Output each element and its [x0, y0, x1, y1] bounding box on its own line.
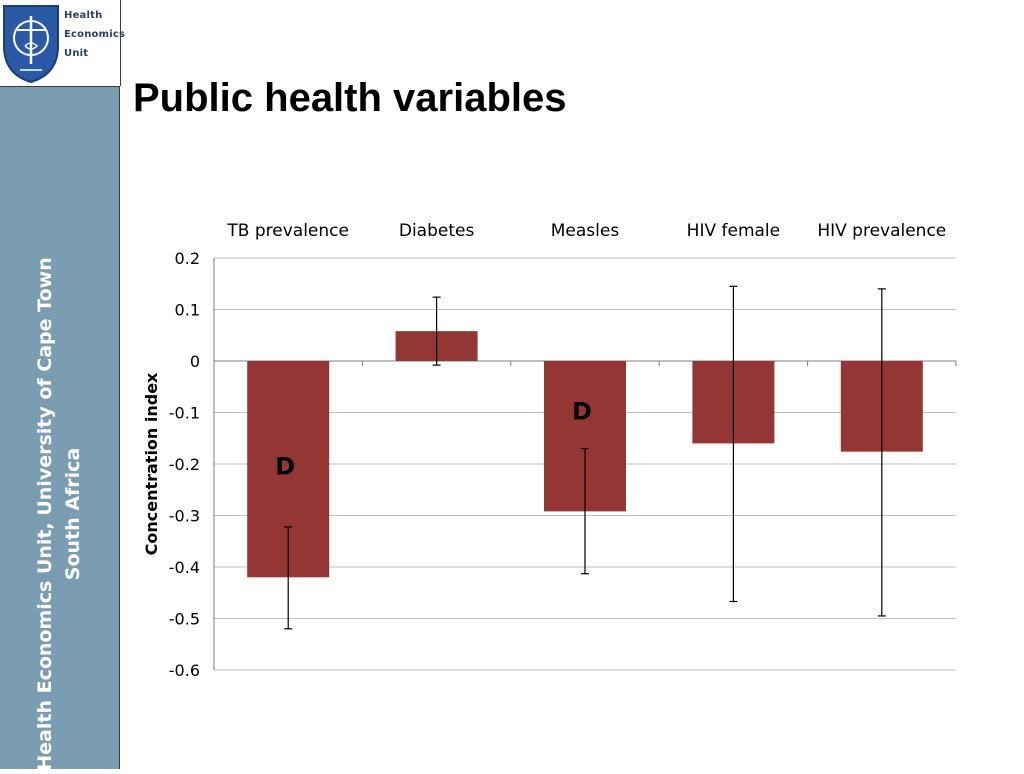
y-tick-label: -0.3	[169, 507, 200, 526]
category-label: HIV prevalence	[817, 221, 946, 241]
significance-label: D	[275, 453, 295, 481]
category-label: Diabetes	[399, 221, 475, 241]
y-tick-label: -0.1	[169, 404, 200, 423]
bar-chart: 0.2 0.1 0 -0.1 -0.2 -0.3 -0.4 -0.5 -0.6 TB preval…	[0, 0, 1024, 768]
y-tick-label: 0.1	[175, 301, 200, 320]
significance-label: D	[572, 397, 592, 425]
y-tick-label: 0	[190, 352, 200, 371]
y-tick-label: 0.2	[175, 249, 200, 268]
y-axis-title: Concentration index	[142, 372, 161, 555]
category-label: TB prevalence	[226, 221, 349, 241]
y-tick-label: -0.2	[169, 455, 200, 474]
y-tick-label: -0.4	[169, 558, 200, 577]
category-label: HIV female	[687, 221, 780, 241]
y-tick-label: -0.6	[169, 661, 200, 680]
category-label: Measles	[551, 221, 620, 241]
y-tick-label: -0.5	[169, 610, 200, 629]
